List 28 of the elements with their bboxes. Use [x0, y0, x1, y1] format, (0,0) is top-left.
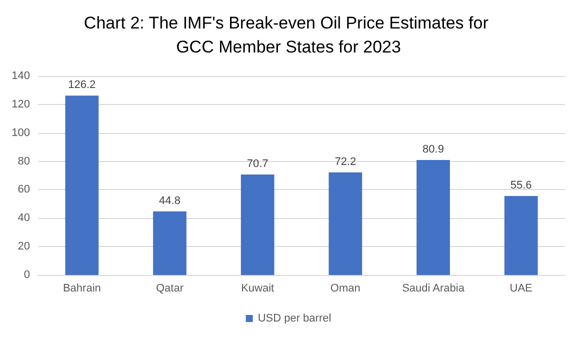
bar	[328, 172, 362, 275]
data-label: 72.2	[334, 156, 356, 168]
y-tick-label: 120	[12, 98, 30, 110]
bar	[504, 196, 538, 275]
chart-title: Chart 2: The IMF's Break-even Oil Price Estimates for GCC Member States for 2023	[84, 14, 494, 56]
legend-label: USD per barrel	[258, 312, 332, 324]
bar	[240, 174, 274, 275]
y-tick-label: 140	[12, 70, 30, 82]
bar	[416, 160, 450, 275]
x-tick-label: Kuwait	[241, 282, 274, 294]
bar	[65, 96, 99, 275]
data-label: 80.9	[422, 144, 444, 156]
x-tick-label: Qatar	[156, 282, 184, 294]
y-tick-label: 0	[24, 269, 30, 281]
data-label: 70.7	[246, 158, 268, 170]
y-tick-label: 80	[18, 155, 30, 168]
data-label: 55.6	[510, 179, 532, 192]
y-tick-label: 100	[12, 126, 30, 139]
bar	[153, 211, 186, 275]
x-tick-label: Saudi Arabia	[402, 282, 466, 294]
y-tick-label: 20	[18, 240, 30, 253]
x-tick-label: Bahrain	[62, 282, 101, 294]
data-label: 126.2	[68, 79, 96, 92]
x-tick-label: UAE	[510, 282, 532, 294]
y-tick-label: 40	[18, 212, 30, 224]
y-tick-label: 60	[18, 184, 30, 196]
x-tick-label: Oman	[330, 282, 360, 294]
data-label: 44.8	[159, 194, 180, 207]
